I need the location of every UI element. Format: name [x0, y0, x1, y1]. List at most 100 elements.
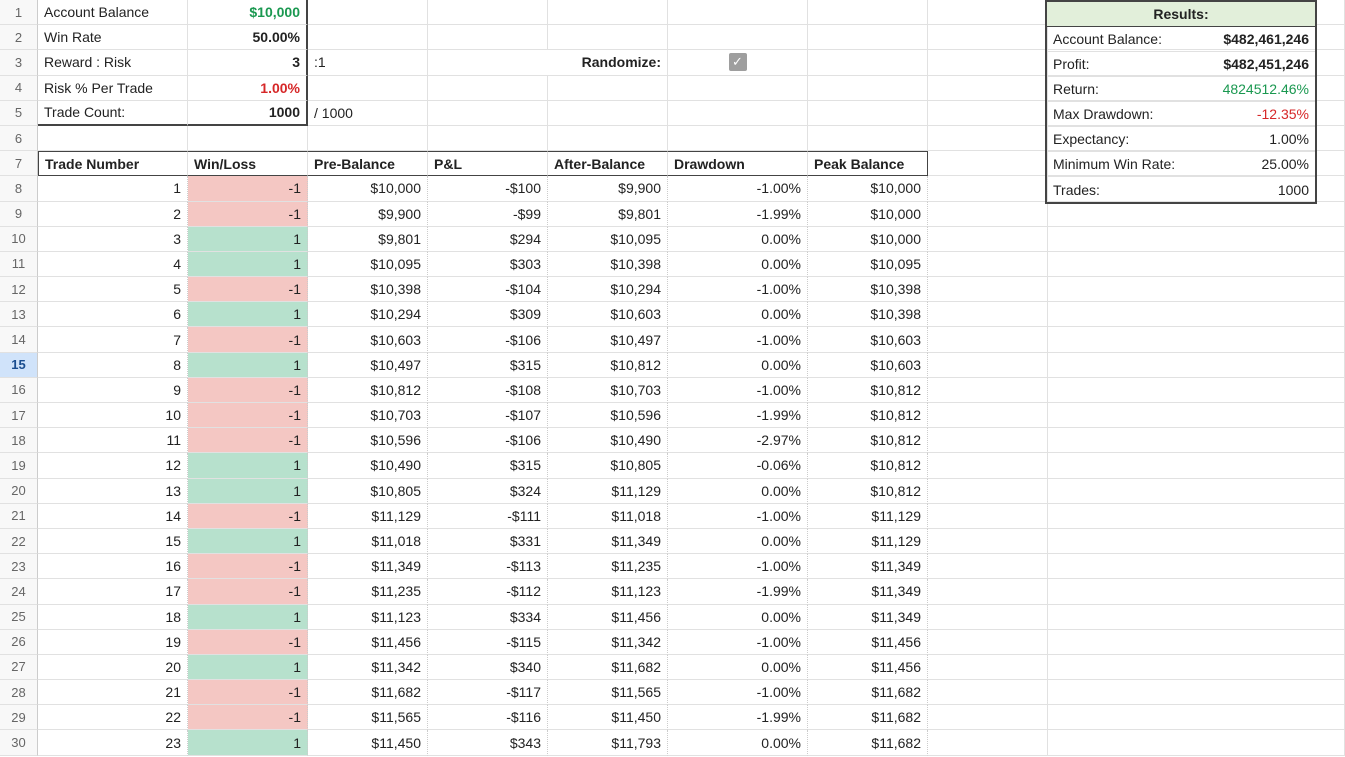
empty-cell[interactable] [928, 428, 1048, 453]
peak-balance[interactable]: $11,129 [808, 504, 928, 529]
win-loss[interactable]: -1 [188, 705, 308, 730]
empty-cell[interactable] [928, 730, 1048, 755]
after-balance[interactable]: $9,900 [548, 176, 668, 201]
pnl[interactable]: $303 [428, 252, 548, 277]
row-header[interactable]: 30 [0, 730, 38, 755]
row-header[interactable]: 27 [0, 655, 38, 680]
row-header[interactable]: 1 [0, 0, 38, 25]
pre-balance[interactable]: $11,123 [308, 605, 428, 630]
empty-cell[interactable] [668, 101, 808, 126]
win-loss[interactable]: 1 [188, 302, 308, 327]
empty-cell[interactable] [1048, 730, 1345, 755]
pre-balance[interactable]: $10,497 [308, 353, 428, 378]
drawdown[interactable]: 0.00% [668, 302, 808, 327]
pnl[interactable]: -$106 [428, 327, 548, 352]
win-loss[interactable]: 1 [188, 227, 308, 252]
pre-balance[interactable]: $9,801 [308, 227, 428, 252]
after-balance[interactable]: $11,235 [548, 554, 668, 579]
peak-balance[interactable]: $11,456 [808, 630, 928, 655]
row-header[interactable]: 24 [0, 579, 38, 604]
pnl[interactable]: -$111 [428, 504, 548, 529]
trade-number[interactable]: 4 [38, 252, 188, 277]
after-balance[interactable]: $10,596 [548, 403, 668, 428]
after-balance[interactable]: $10,812 [548, 353, 668, 378]
pre-balance[interactable]: $11,235 [308, 579, 428, 604]
trade-number[interactable]: 14 [38, 504, 188, 529]
empty-cell[interactable] [928, 403, 1048, 428]
pre-balance[interactable]: $10,398 [308, 277, 428, 302]
win-loss[interactable]: 1 [188, 252, 308, 277]
trade-number[interactable]: 11 [38, 428, 188, 453]
empty-cell[interactable] [928, 302, 1048, 327]
drawdown[interactable]: -1.99% [668, 202, 808, 227]
pnl[interactable]: -$100 [428, 176, 548, 201]
drawdown[interactable]: 0.00% [668, 730, 808, 755]
after-balance[interactable]: $11,018 [548, 504, 668, 529]
peak-balance[interactable]: $10,603 [808, 353, 928, 378]
empty-cell[interactable] [808, 50, 928, 75]
after-balance[interactable]: $11,129 [548, 479, 668, 504]
win-loss[interactable]: -1 [188, 277, 308, 302]
empty-cell[interactable] [428, 126, 548, 151]
randomize-checkbox[interactable]: ✓ [729, 53, 747, 71]
empty-cell[interactable] [1048, 630, 1345, 655]
table-header[interactable]: P&L [428, 151, 548, 176]
after-balance[interactable]: $9,801 [548, 202, 668, 227]
row-header[interactable]: 3 [0, 50, 38, 75]
table-header[interactable]: Pre-Balance [308, 151, 428, 176]
pnl[interactable]: $315 [428, 453, 548, 478]
trade-number[interactable]: 9 [38, 378, 188, 403]
win-loss[interactable]: -1 [188, 504, 308, 529]
pre-balance[interactable]: $10,603 [308, 327, 428, 352]
row-header[interactable]: 25 [0, 605, 38, 630]
empty-cell[interactable] [1048, 554, 1345, 579]
empty-cell[interactable] [1048, 252, 1345, 277]
pnl[interactable]: $294 [428, 227, 548, 252]
row-header[interactable]: 11 [0, 252, 38, 277]
pre-balance[interactable]: $10,294 [308, 302, 428, 327]
peak-balance[interactable]: $10,812 [808, 479, 928, 504]
pnl[interactable]: $315 [428, 353, 548, 378]
pre-balance[interactable]: $10,703 [308, 403, 428, 428]
empty-cell[interactable] [1048, 327, 1345, 352]
empty-cell[interactable] [928, 579, 1048, 604]
param-value[interactable]: 1000 [188, 101, 308, 126]
win-loss[interactable]: -1 [188, 378, 308, 403]
row-header[interactable]: 8 [0, 176, 38, 201]
after-balance[interactable]: $11,793 [548, 730, 668, 755]
pnl[interactable]: -$115 [428, 630, 548, 655]
pnl[interactable]: -$113 [428, 554, 548, 579]
win-loss[interactable]: -1 [188, 202, 308, 227]
drawdown[interactable]: -1.99% [668, 579, 808, 604]
trade-number[interactable]: 6 [38, 302, 188, 327]
after-balance[interactable]: $11,565 [548, 680, 668, 705]
pnl[interactable]: $309 [428, 302, 548, 327]
after-balance[interactable]: $10,603 [548, 302, 668, 327]
after-balance[interactable]: $10,398 [548, 252, 668, 277]
win-loss[interactable]: -1 [188, 176, 308, 201]
peak-balance[interactable]: $11,349 [808, 579, 928, 604]
trade-number[interactable]: 21 [38, 680, 188, 705]
row-header[interactable]: 18 [0, 428, 38, 453]
trade-number[interactable]: 7 [38, 327, 188, 352]
pnl[interactable]: $324 [428, 479, 548, 504]
row-header[interactable]: 29 [0, 705, 38, 730]
pre-balance[interactable]: $11,349 [308, 554, 428, 579]
row-header[interactable]: 20 [0, 479, 38, 504]
empty-cell[interactable] [38, 126, 188, 151]
drawdown[interactable]: -1.99% [668, 705, 808, 730]
empty-cell[interactable] [1048, 529, 1345, 554]
row-header[interactable]: 10 [0, 227, 38, 252]
drawdown[interactable]: -1.00% [668, 680, 808, 705]
empty-cell[interactable] [1048, 579, 1345, 604]
win-loss[interactable]: -1 [188, 680, 308, 705]
row-header[interactable]: 19 [0, 453, 38, 478]
trade-number[interactable]: 2 [38, 202, 188, 227]
row-header[interactable]: 2 [0, 25, 38, 50]
peak-balance[interactable]: $11,682 [808, 705, 928, 730]
row-header[interactable]: 5 [0, 101, 38, 126]
drawdown[interactable]: -1.00% [668, 176, 808, 201]
trade-number[interactable]: 16 [38, 554, 188, 579]
row-header[interactable]: 26 [0, 630, 38, 655]
param-value[interactable]: 50.00% [188, 25, 308, 50]
